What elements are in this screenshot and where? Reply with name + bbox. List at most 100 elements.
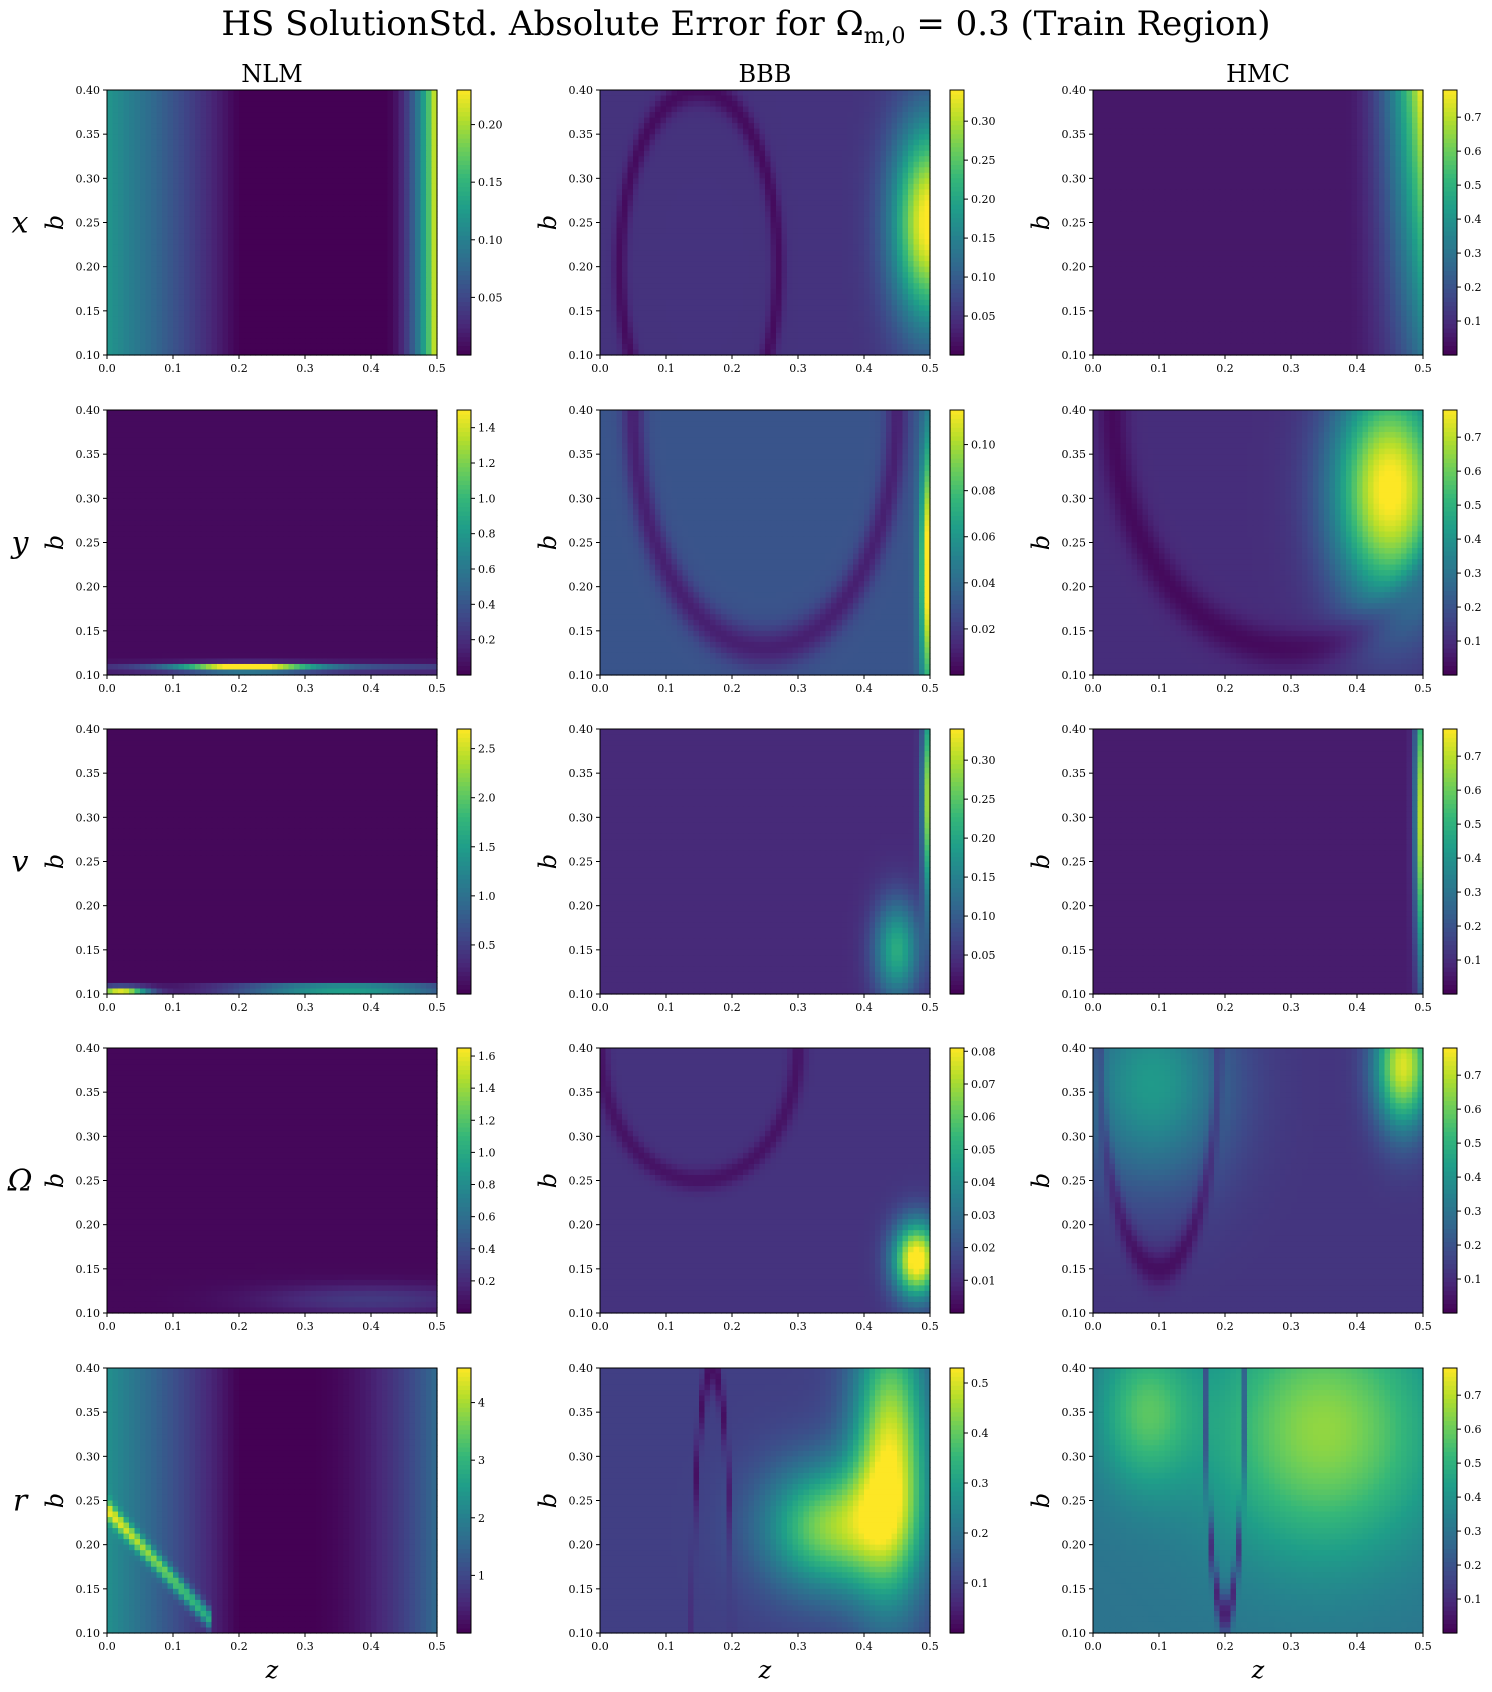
heatmap-cell	[897, 90, 904, 97]
heatmap-cell	[255, 294, 262, 301]
heatmap-cell	[699, 239, 706, 246]
heatmap-cell	[836, 189, 843, 196]
heatmap-cell	[660, 167, 667, 174]
heatmap-cell	[677, 228, 684, 235]
heatmap-cell	[426, 327, 433, 334]
heatmap-cell	[864, 250, 871, 257]
heatmap-cell	[919, 101, 926, 108]
heatmap-cell	[409, 189, 416, 196]
heatmap-cell	[140, 139, 147, 146]
heatmap-cell	[343, 101, 350, 108]
heatmap-cell	[123, 316, 130, 323]
heatmap-cell	[649, 167, 656, 174]
heatmap-cell	[715, 106, 722, 113]
heatmap-cell	[173, 134, 180, 141]
heatmap-cell	[327, 266, 334, 273]
heatmap-cell	[644, 205, 651, 213]
heatmap-cell	[222, 266, 229, 273]
heatmap-cell	[781, 139, 788, 146]
heatmap-cell	[156, 233, 163, 240]
heatmap-cell	[853, 250, 860, 257]
heatmap-cell	[655, 250, 662, 257]
heatmap-cell	[897, 183, 904, 190]
heatmap-cell	[129, 305, 136, 312]
heatmap-cell	[349, 255, 356, 262]
heatmap-cell	[255, 139, 262, 146]
heatmap-cell	[809, 178, 816, 185]
heatmap-cell	[765, 106, 772, 113]
heatmap-cell	[627, 145, 634, 152]
heatmap-cell	[184, 288, 191, 295]
heatmap-cell	[605, 222, 612, 229]
heatmap-cell	[233, 189, 240, 196]
heatmap-cell	[195, 123, 202, 130]
heatmap-cell	[272, 167, 279, 174]
heatmap-cell	[244, 261, 251, 268]
heatmap-cell	[365, 211, 372, 218]
heatmap-cell	[409, 205, 416, 213]
heatmap-cell	[809, 189, 816, 196]
heatmap-cell	[145, 167, 152, 174]
heatmap-cell	[365, 139, 372, 146]
heatmap-cell	[814, 216, 821, 224]
heatmap-cell	[776, 156, 783, 163]
heatmap-cell	[321, 112, 328, 119]
heatmap-cell	[151, 222, 158, 229]
heatmap-cell	[239, 90, 246, 97]
heatmap-cell	[420, 261, 427, 268]
heatmap-cell	[151, 101, 158, 108]
heatmap-cell	[360, 123, 367, 130]
heatmap-cell	[853, 228, 860, 235]
heatmap-cell	[825, 266, 832, 273]
heatmap-cell	[715, 101, 722, 108]
heatmap-cell	[803, 216, 810, 224]
heatmap-cell	[250, 172, 257, 179]
heatmap-cell	[605, 194, 612, 202]
heatmap-cell	[426, 156, 433, 163]
heatmap-cell	[189, 305, 196, 312]
heatmap-cell	[217, 294, 224, 301]
colorbar-step	[457, 302, 471, 308]
heatmap-cell	[398, 112, 405, 119]
heatmap-cell	[426, 261, 433, 268]
heatmap-cell	[902, 178, 909, 185]
heatmap-cell	[255, 95, 262, 102]
heatmap-cell	[277, 200, 284, 207]
heatmap-cell	[354, 200, 361, 207]
heatmap-cell	[217, 305, 224, 312]
heatmap-cell	[431, 167, 438, 174]
heatmap-cell	[112, 90, 119, 97]
heatmap-cell	[134, 101, 141, 108]
heatmap-cell	[864, 90, 871, 97]
heatmap-cell	[605, 123, 612, 130]
heatmap-cell	[393, 250, 400, 257]
heatmap-cell	[880, 266, 887, 273]
heatmap-cell	[721, 255, 728, 262]
heatmap-cell	[321, 189, 328, 196]
heatmap-cell	[792, 261, 799, 268]
heatmap-cell	[908, 95, 915, 102]
heatmap-cell	[743, 90, 750, 97]
heatmap-cell	[195, 150, 202, 157]
heatmap-cell	[178, 194, 185, 202]
heatmap-cell	[776, 266, 783, 273]
heatmap-cell	[875, 139, 882, 146]
heatmap-cell	[831, 134, 838, 141]
heatmap-cell	[897, 101, 904, 108]
heatmap-cell	[332, 299, 339, 306]
heatmap-cell	[875, 145, 882, 152]
heatmap-cell	[217, 194, 224, 202]
heatmap-cell	[167, 288, 174, 295]
heatmap-cell	[134, 178, 141, 185]
heatmap-cell	[332, 332, 339, 340]
heatmap-cell	[211, 228, 218, 235]
heatmap-cell	[134, 150, 141, 157]
heatmap-cell	[305, 200, 312, 207]
heatmap-cell	[239, 343, 246, 351]
heatmap-cell	[283, 228, 290, 235]
heatmap-cell	[710, 106, 717, 113]
heatmap-cell	[299, 266, 306, 273]
heatmap-cell	[200, 134, 207, 141]
heatmap-cell	[327, 167, 334, 174]
heatmap-cell	[886, 266, 893, 273]
